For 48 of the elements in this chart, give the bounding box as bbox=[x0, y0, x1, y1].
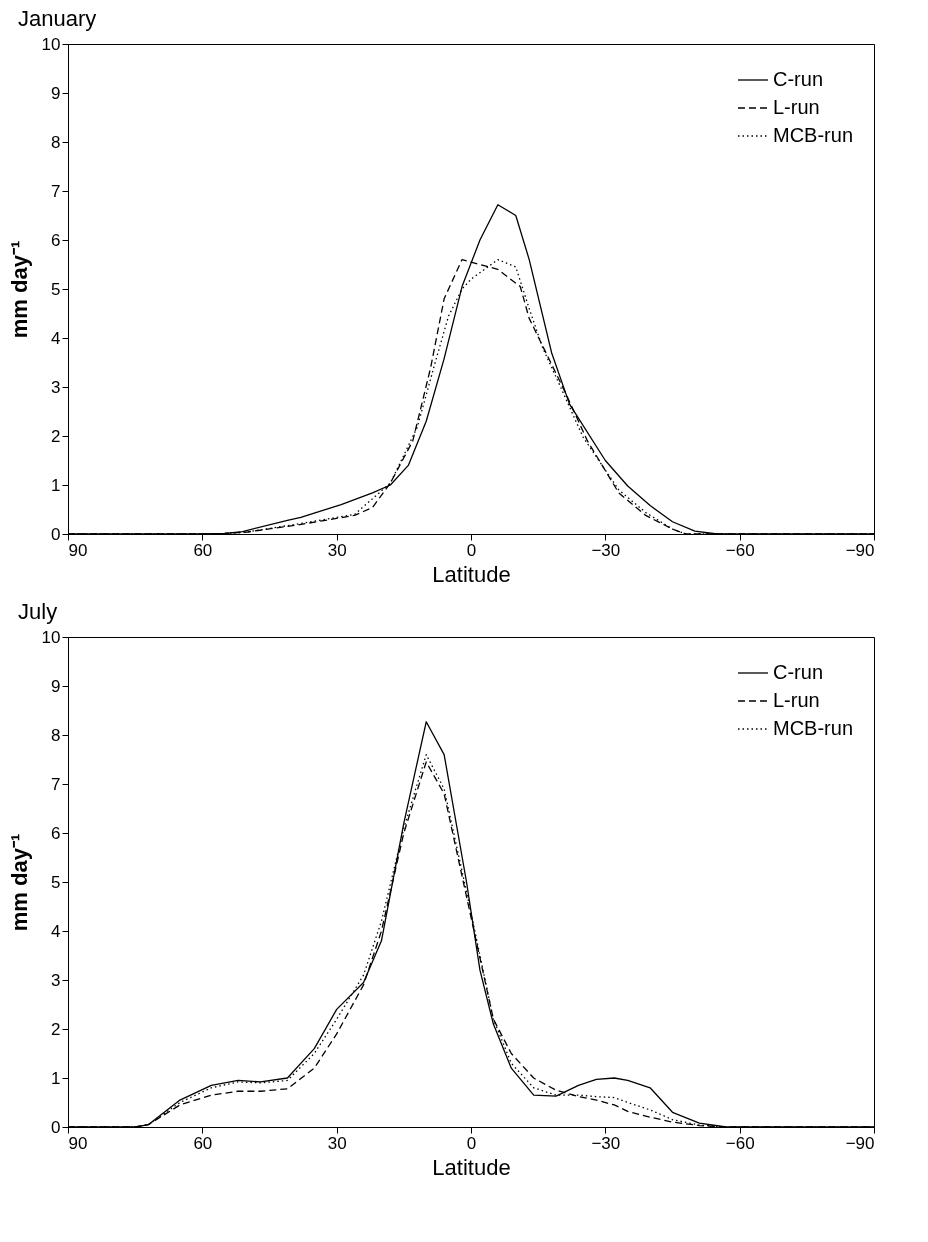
y-tick-label: 6 bbox=[51, 230, 61, 250]
x-tick-label: 60 bbox=[193, 1133, 213, 1153]
x-axis-title: Latitude bbox=[432, 1154, 511, 1180]
chart-title: January bbox=[18, 6, 97, 31]
y-tick-label: 3 bbox=[51, 970, 61, 990]
legend-label: C-run bbox=[773, 68, 824, 90]
x-tick-label: 60 bbox=[193, 540, 213, 560]
y-tick-label: 4 bbox=[51, 328, 61, 348]
x-tick-label: −90 bbox=[845, 540, 875, 560]
y-tick-label: 1 bbox=[51, 475, 61, 495]
chart-title: July bbox=[18, 599, 58, 624]
y-tick-label: 9 bbox=[51, 676, 61, 696]
y-tick-label: 5 bbox=[51, 279, 61, 299]
y-tick-label: 9 bbox=[51, 83, 61, 103]
y-tick-label: 7 bbox=[51, 774, 61, 794]
y-tick-label: 4 bbox=[51, 921, 61, 941]
legend-label: MCB-run bbox=[773, 717, 854, 739]
x-tick-label: 30 bbox=[327, 1133, 347, 1153]
y-axis-title: mm day⁻¹ bbox=[6, 833, 32, 932]
x-tick-label: 90 bbox=[68, 1133, 88, 1153]
x-tick-label: −30 bbox=[591, 1133, 621, 1153]
y-tick-label: 5 bbox=[51, 872, 61, 892]
y-tick-label: 0 bbox=[51, 524, 61, 544]
y-tick-label: 2 bbox=[51, 1019, 61, 1039]
y-axis-title: mm day⁻¹ bbox=[6, 240, 32, 339]
y-tick-label: 0 bbox=[51, 1117, 61, 1137]
x-tick-label: 90 bbox=[68, 540, 88, 560]
y-tick-label: 6 bbox=[51, 823, 61, 843]
x-tick-label: −30 bbox=[591, 540, 621, 560]
legend-label: C-run bbox=[773, 661, 824, 683]
x-tick-label: 0 bbox=[466, 540, 477, 560]
x-tick-label: −60 bbox=[725, 1133, 755, 1153]
y-tick-label: 1 bbox=[51, 1068, 61, 1088]
y-tick-label: 10 bbox=[41, 34, 61, 54]
legend-label: MCB-run bbox=[773, 124, 854, 146]
legend-label: L-run bbox=[773, 96, 820, 118]
y-tick-label: 7 bbox=[51, 181, 61, 201]
y-tick-label: 10 bbox=[41, 627, 61, 647]
legend-label: L-run bbox=[773, 689, 820, 711]
y-tick-label: 3 bbox=[51, 377, 61, 397]
y-tick-label: 2 bbox=[51, 426, 61, 446]
x-tick-label: −90 bbox=[845, 1133, 875, 1153]
x-tick-label: −60 bbox=[725, 540, 755, 560]
x-axis-title: Latitude bbox=[432, 561, 511, 587]
y-tick-label: 8 bbox=[51, 725, 61, 745]
y-tick-label: 8 bbox=[51, 132, 61, 152]
x-tick-label: 0 bbox=[466, 1133, 477, 1153]
x-tick-label: 30 bbox=[327, 540, 347, 560]
